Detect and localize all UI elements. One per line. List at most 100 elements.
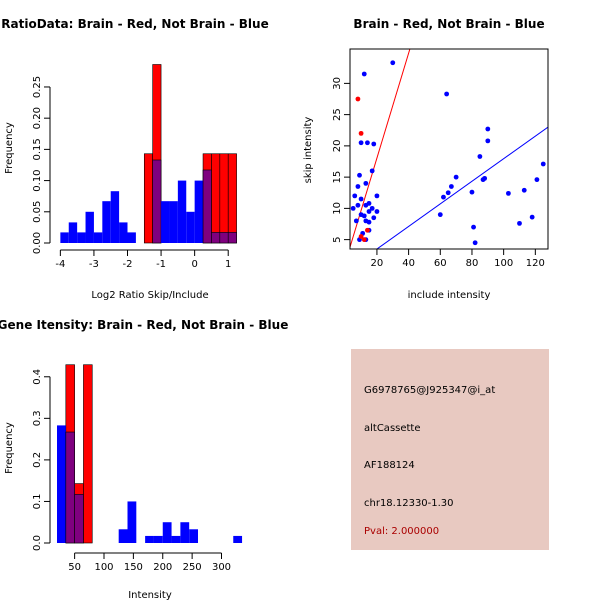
x-tick-label: 100 (94, 562, 113, 573)
x-tick-label: 0 (191, 259, 197, 270)
point-not-brain (361, 71, 367, 77)
point-not-brain (448, 184, 454, 189)
point-not-brain (471, 224, 476, 230)
gene-histogram-xlabel: Intensity (128, 590, 172, 600)
x-tick-label: 80 (466, 258, 479, 269)
bar-not-brain (60, 232, 69, 243)
point-brain (361, 237, 367, 243)
point-not-brain (352, 193, 358, 199)
bar-not-brain (77, 232, 86, 243)
point-not-brain (453, 174, 459, 180)
point-not-brain (517, 220, 522, 226)
gene-histogram-ylabel: Frequency (4, 422, 15, 474)
bar-brain (83, 364, 93, 544)
bar-not-brain (189, 529, 198, 543)
y-tick-label: 25 (332, 108, 343, 121)
point-not-brain (369, 205, 375, 211)
bar-not-brain (85, 211, 94, 243)
bar-not-brain (177, 180, 187, 243)
bar-overlap (65, 431, 75, 544)
pval: Pval: 2.000000 (364, 526, 440, 537)
y-tick-label: 0.3 (32, 410, 43, 426)
bar-overlap (219, 232, 229, 244)
point-not-brain (374, 193, 380, 199)
point-brain (358, 234, 364, 239)
genomic-location: chr18.12330-1.30 (364, 498, 454, 509)
bar-overlap (74, 494, 84, 544)
bar-not-brain (169, 201, 178, 243)
gene-histogram-title: Gene Itensity: Brain - Red, Not Brain - … (0, 318, 288, 332)
point-not-brain (355, 202, 361, 208)
gene-intensity-histogram: Gene Itensity: Brain - Red, Not Brain - … (0, 318, 288, 600)
point-not-brain (477, 154, 483, 159)
bar-not-brain (162, 522, 172, 543)
ratio-histogram-title: RatioData: Brain - Red, Not Brain - Blue (1, 17, 268, 31)
point-not-brain (374, 209, 380, 214)
y-tick-label: 0.10 (32, 169, 43, 191)
y-tick-label: 0.0 (32, 535, 43, 551)
x-tick-label: -1 (156, 259, 166, 270)
scatter-ylabel: skip intensity (303, 117, 314, 184)
bar-overlap (202, 169, 212, 244)
y-tick-label: 0.05 (32, 201, 43, 223)
bar-brain (219, 153, 229, 244)
x-tick-label: 300 (212, 562, 231, 573)
y-tick-label: 30 (332, 77, 343, 90)
point-not-brain (353, 218, 359, 224)
x-tick-label: 60 (434, 258, 447, 269)
point-brain (355, 96, 361, 102)
bar-not-brain (102, 201, 111, 243)
point-not-brain (358, 196, 364, 202)
bar-not-brain (194, 180, 204, 243)
point-not-brain (445, 190, 451, 196)
blue-line (376, 126, 548, 249)
bar-not-brain (68, 222, 78, 243)
y-tick-label: 5 (332, 236, 343, 242)
bar-not-brain (118, 529, 128, 543)
scatter-title: Brain - Red, Not Brain - Blue (353, 17, 544, 31)
intensity-scatter: Brain - Red, Not Brain - Blue include in… (303, 17, 549, 301)
bar-not-brain (161, 201, 170, 243)
point-not-brain (469, 189, 475, 195)
point-not-brain (357, 172, 362, 178)
point-not-brain (390, 60, 396, 66)
scatter-xlabel: include intensity (408, 290, 491, 301)
bar-not-brain (186, 211, 195, 243)
point-not-brain (485, 126, 491, 132)
point-brain (358, 130, 364, 136)
point-not-brain (365, 140, 370, 146)
bar-not-brain (57, 425, 66, 543)
event-type: altCassette (364, 423, 421, 434)
x-tick-label: -2 (123, 259, 133, 270)
point-not-brain (540, 161, 546, 167)
x-tick-label: 20 (371, 258, 384, 269)
bar-brain (211, 153, 221, 244)
x-tick-label: 1 (225, 259, 231, 270)
x-tick-label: 120 (526, 258, 545, 269)
bar-overlap (227, 232, 237, 244)
y-tick-label: 0.25 (32, 76, 43, 98)
bar-brain (143, 153, 153, 244)
y-tick-label: 0.15 (32, 138, 43, 160)
point-not-brain (366, 209, 372, 214)
point-not-brain (366, 200, 372, 206)
point-brain (365, 227, 370, 233)
probe-info-panel: G6978765@J925347@i_at altCassette AF1881… (351, 349, 549, 550)
red-line (350, 49, 411, 248)
bar-brain (227, 153, 237, 244)
bar-not-brain (171, 535, 181, 543)
y-tick-label: 0.1 (32, 493, 43, 509)
bar-not-brain (110, 191, 120, 243)
x-tick-label: 50 (68, 562, 81, 573)
point-not-brain (437, 212, 443, 218)
point-not-brain (366, 219, 372, 225)
bar-not-brain (153, 535, 163, 543)
x-tick-label: 250 (183, 562, 202, 573)
point-not-brain (485, 138, 491, 144)
bar-not-brain (145, 535, 154, 543)
ratio-histogram-xlabel: Log2 Ratio Skip/Include (91, 290, 208, 301)
bar-not-brain (93, 232, 103, 243)
point-not-brain (350, 205, 356, 211)
x-tick-label: 40 (402, 258, 415, 269)
